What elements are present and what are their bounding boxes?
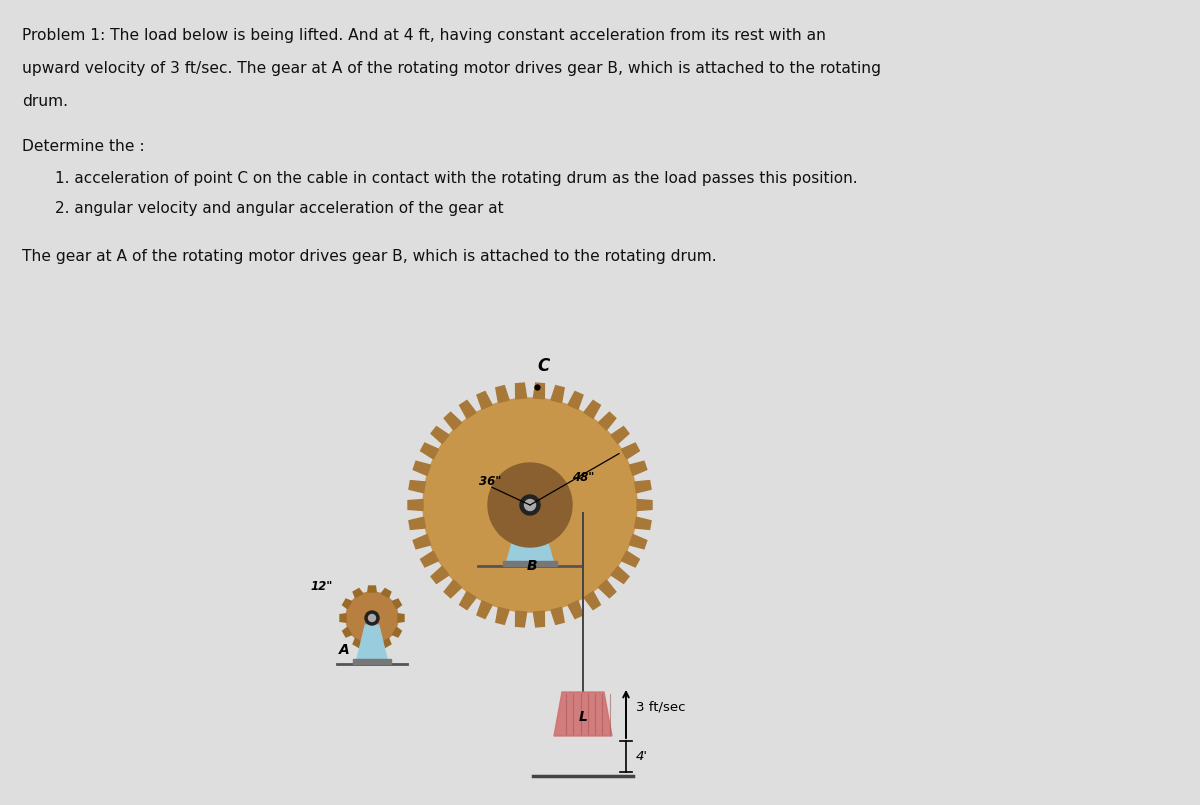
Text: upward velocity of 3 ft/sec. The gear at A of the rotating motor drives gear B, : upward velocity of 3 ft/sec. The gear at… <box>22 61 881 76</box>
Polygon shape <box>584 400 600 419</box>
Polygon shape <box>630 461 647 476</box>
Polygon shape <box>611 567 629 584</box>
Polygon shape <box>340 613 346 622</box>
Polygon shape <box>568 391 583 409</box>
Circle shape <box>520 495 540 515</box>
Polygon shape <box>506 515 553 561</box>
Polygon shape <box>353 659 391 664</box>
Polygon shape <box>554 692 612 736</box>
Polygon shape <box>409 481 425 493</box>
Polygon shape <box>637 500 652 510</box>
Polygon shape <box>413 535 431 549</box>
Polygon shape <box>496 608 509 625</box>
Circle shape <box>346 592 398 644</box>
Text: drum.: drum. <box>22 94 68 109</box>
Polygon shape <box>421 443 438 459</box>
Text: 12": 12" <box>311 580 334 593</box>
Polygon shape <box>630 535 647 549</box>
Text: Determine the :: Determine the : <box>22 139 145 154</box>
Polygon shape <box>353 588 362 597</box>
Polygon shape <box>408 500 422 510</box>
Polygon shape <box>516 611 527 627</box>
Text: The gear at A of the rotating motor drives gear B, which is attached to the rota: The gear at A of the rotating motor driv… <box>22 249 716 264</box>
Polygon shape <box>551 608 564 625</box>
Text: A: A <box>338 643 349 657</box>
Polygon shape <box>496 386 509 402</box>
Circle shape <box>488 463 572 547</box>
Polygon shape <box>431 427 449 444</box>
Text: 3 ft/sec: 3 ft/sec <box>636 701 685 714</box>
Text: 36": 36" <box>479 475 502 488</box>
Text: 2. angular velocity and angular acceleration of the gear at: 2. angular velocity and angular accelera… <box>55 201 504 216</box>
Polygon shape <box>367 586 377 592</box>
Text: 1. acceleration of point C on the cable in contact with the rotating drum as the: 1. acceleration of point C on the cable … <box>55 171 858 186</box>
Polygon shape <box>460 592 476 609</box>
Polygon shape <box>398 613 404 622</box>
Polygon shape <box>516 383 527 398</box>
Polygon shape <box>358 625 386 659</box>
Polygon shape <box>533 383 545 398</box>
Polygon shape <box>584 592 600 609</box>
Polygon shape <box>342 599 352 609</box>
Polygon shape <box>431 567 449 584</box>
Polygon shape <box>599 412 616 430</box>
Polygon shape <box>392 627 402 637</box>
Circle shape <box>524 499 535 510</box>
Polygon shape <box>460 400 476 419</box>
Polygon shape <box>413 461 431 476</box>
Polygon shape <box>409 517 425 530</box>
Polygon shape <box>533 611 545 627</box>
Polygon shape <box>611 427 629 444</box>
Text: 4': 4' <box>636 750 648 763</box>
Polygon shape <box>476 601 492 618</box>
Polygon shape <box>622 443 640 459</box>
Polygon shape <box>503 561 557 567</box>
Polygon shape <box>599 580 616 598</box>
Circle shape <box>368 614 376 621</box>
Polygon shape <box>444 580 462 598</box>
Polygon shape <box>444 412 462 430</box>
Polygon shape <box>421 551 438 567</box>
Polygon shape <box>382 588 391 597</box>
Polygon shape <box>635 481 652 493</box>
Text: Problem 1: The load below is being lifted. And at 4 ft, having constant accelera: Problem 1: The load below is being lifte… <box>22 28 826 43</box>
Polygon shape <box>635 517 652 530</box>
Polygon shape <box>353 638 362 647</box>
Circle shape <box>365 611 379 625</box>
Polygon shape <box>476 391 492 409</box>
Polygon shape <box>551 386 564 402</box>
Polygon shape <box>392 599 402 609</box>
Polygon shape <box>367 644 377 650</box>
Polygon shape <box>568 601 583 618</box>
Polygon shape <box>382 638 391 647</box>
Text: 48": 48" <box>572 471 594 484</box>
Text: L: L <box>578 710 588 724</box>
Text: B: B <box>527 559 538 573</box>
Circle shape <box>424 398 637 612</box>
Text: C: C <box>538 357 550 375</box>
Polygon shape <box>622 551 640 567</box>
Polygon shape <box>342 627 352 637</box>
